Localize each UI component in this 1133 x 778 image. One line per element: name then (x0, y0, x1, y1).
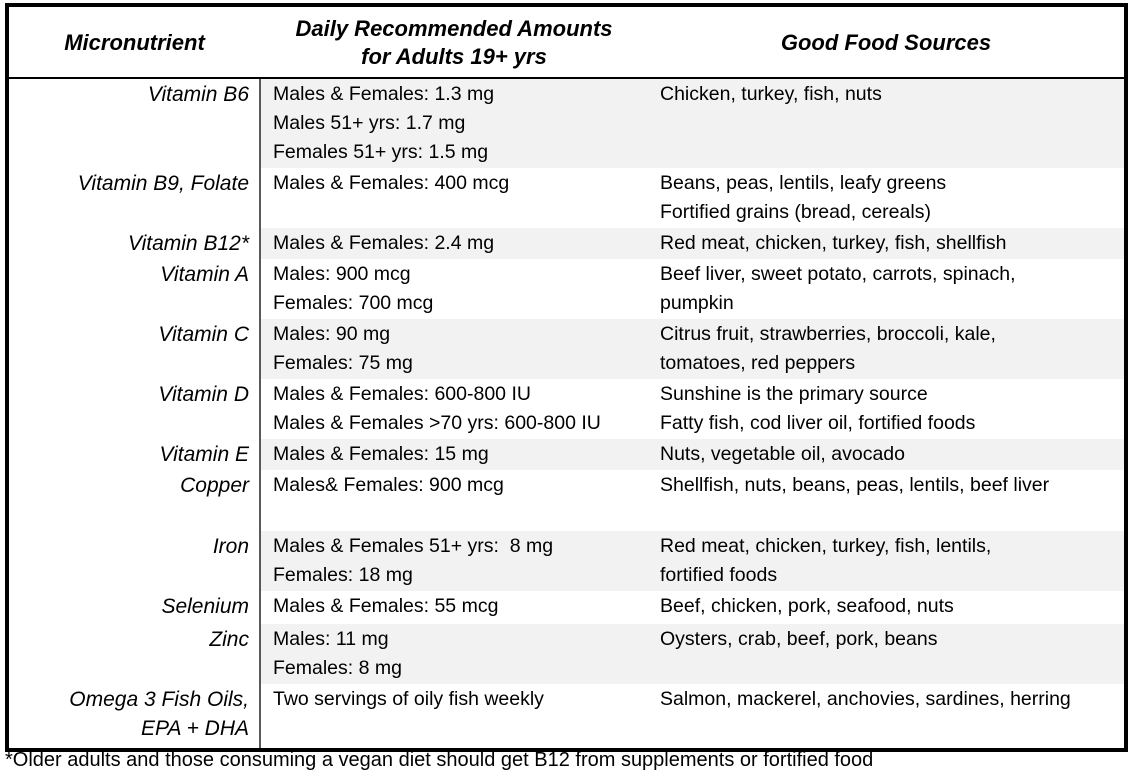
recommended-amount: Males & Females: 2.4 mg (260, 228, 648, 259)
food-sources: Red meat, chicken, turkey, fish, shellfi… (648, 228, 1124, 259)
food-sources: Beef liver, sweet potato, carrots, spina… (648, 259, 1124, 319)
micronutrient-name: Vitamin C (9, 319, 261, 379)
micronutrient-name: Omega 3 Fish Oils, EPA + DHA (9, 684, 261, 748)
table-row-vitamin-d: Vitamin D Males & Females: 600-800 IU Ma… (9, 379, 1124, 439)
header-micronutrient: Micronutrient (9, 7, 260, 79)
food-sources: Salmon, mackerel, anchovies, sardines, h… (648, 684, 1124, 748)
micronutrient-name: Copper (9, 470, 261, 531)
micronutrient-name: Vitamin A (9, 259, 261, 319)
food-sources: Nuts, vegetable oil, avocado (648, 439, 1124, 470)
footnote: *Older adults and those consuming a vega… (5, 749, 874, 771)
micronutrient-table-container: Micronutrient Daily Recommended Amounts … (5, 3, 1128, 752)
table-body: Vitamin B6 Males & Females: 1.3 mg Males… (9, 78, 1124, 748)
table-row-selenium: Selenium Males & Females: 55 mcg Beef, c… (9, 591, 1124, 624)
header-row: Micronutrient Daily Recommended Amounts … (9, 7, 1124, 79)
table-header: Micronutrient Daily Recommended Amounts … (9, 7, 1124, 79)
micronutrient-table: Micronutrient Daily Recommended Amounts … (9, 7, 1124, 748)
table-row-iron: Iron Males & Females 51+ yrs: 8 mg Femal… (9, 531, 1124, 591)
recommended-amount: Males & Females: 600-800 IU Males & Fema… (260, 379, 648, 439)
header-daily-recommended-amounts: Daily Recommended Amounts for Adults 19+… (260, 7, 648, 79)
micronutrient-name: Zinc (9, 624, 261, 684)
table-row-vitamin-e: Vitamin E Males & Females: 15 mg Nuts, v… (9, 439, 1124, 470)
table-row-omega-3: Omega 3 Fish Oils, EPA + DHA Two serving… (9, 684, 1124, 748)
micronutrient-name: Iron (9, 531, 261, 591)
food-sources: Beef, chicken, pork, seafood, nuts (648, 591, 1124, 624)
food-sources: Beans, peas, lentils, leafy greens Forti… (648, 168, 1124, 228)
recommended-amount: Males & Females: 400 mcg (260, 168, 648, 228)
table-row-vitamin-b6: Vitamin B6 Males & Females: 1.3 mg Males… (9, 78, 1124, 168)
recommended-amount: Males & Females 51+ yrs: 8 mg Females: 1… (260, 531, 648, 591)
table-row-vitamin-c: Vitamin C Males: 90 mg Females: 75 mg Ci… (9, 319, 1124, 379)
micronutrient-name: Vitamin D (9, 379, 261, 439)
recommended-amount: Males: 90 mg Females: 75 mg (260, 319, 648, 379)
food-sources: Oysters, crab, beef, pork, beans (648, 624, 1124, 684)
recommended-amount: Males & Females: 1.3 mg Males 51+ yrs: 1… (260, 78, 648, 168)
table-row-vitamin-b9: Vitamin B9, Folate Males & Females: 400 … (9, 168, 1124, 228)
recommended-amount: Males: 900 mcg Females: 700 mcg (260, 259, 648, 319)
recommended-amount: Two servings of oily fish weekly (260, 684, 648, 748)
recommended-amount: Males & Females: 15 mg (260, 439, 648, 470)
food-sources: Citrus fruit, strawberries, broccoli, ka… (648, 319, 1124, 379)
table-row-zinc: Zinc Males: 11 mg Females: 8 mg Oysters,… (9, 624, 1124, 684)
micronutrient-name: Vitamin E (9, 439, 261, 470)
table-row-copper: Copper Males& Females: 900 mcg Shellfish… (9, 470, 1124, 531)
recommended-amount: Males& Females: 900 mcg (260, 470, 648, 531)
table-row-vitamin-b12: Vitamin B12* Males & Females: 2.4 mg Red… (9, 228, 1124, 259)
food-sources: Shellfish, nuts, beans, peas, lentils, b… (648, 470, 1124, 531)
food-sources: Red meat, chicken, turkey, fish, lentils… (648, 531, 1124, 591)
micronutrient-name: Vitamin B9, Folate (9, 168, 261, 228)
micronutrient-name: Vitamin B6 (9, 78, 261, 168)
table-row-vitamin-a: Vitamin A Males: 900 mcg Females: 700 mc… (9, 259, 1124, 319)
micronutrient-name: Vitamin B12* (9, 228, 261, 259)
header-good-food-sources: Good Food Sources (648, 7, 1124, 79)
recommended-amount: Males & Females: 55 mcg (260, 591, 648, 624)
recommended-amount: Males: 11 mg Females: 8 mg (260, 624, 648, 684)
food-sources: Sunshine is the primary source Fatty fis… (648, 379, 1124, 439)
micronutrient-name: Selenium (9, 591, 261, 624)
food-sources: Chicken, turkey, fish, nuts (648, 78, 1124, 168)
